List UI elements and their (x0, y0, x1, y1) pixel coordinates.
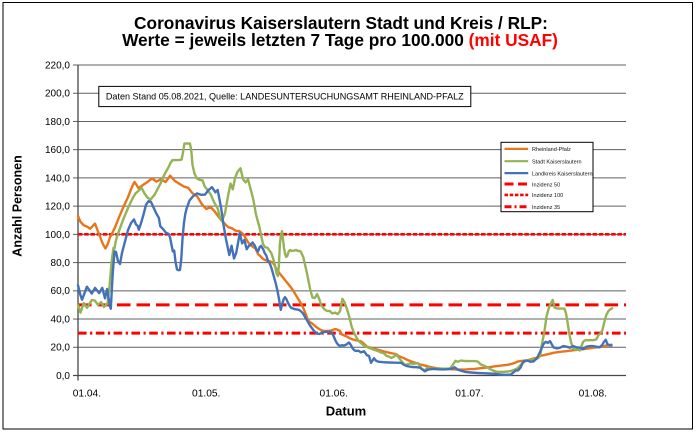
svg-text:Inzidenz 50: Inzidenz 50 (532, 182, 560, 188)
svg-text:220,0: 220,0 (45, 60, 70, 71)
svg-text:0,0: 0,0 (56, 371, 70, 382)
svg-text:20,0: 20,0 (51, 343, 71, 354)
svg-text:60,0: 60,0 (51, 286, 71, 297)
svg-text:Werte = jeweils letzten 7 Tage: Werte = jeweils letzten 7 Tage pro 100.0… (122, 30, 558, 50)
svg-text:80,0: 80,0 (51, 258, 71, 269)
svg-text:Coronavirus Kaiserslautern Sta: Coronavirus Kaiserslautern Stadt und Kre… (134, 13, 548, 33)
svg-text:Stadt Kaiserslautern: Stadt Kaiserslautern (532, 160, 582, 166)
svg-text:01.06.: 01.06. (320, 389, 348, 400)
svg-text:140,0: 140,0 (45, 173, 70, 184)
svg-text:Rheinland-Pfalz: Rheinland-Pfalz (532, 147, 571, 153)
svg-text:200,0: 200,0 (45, 89, 70, 100)
svg-text:Inzidenz 35: Inzidenz 35 (532, 205, 560, 211)
svg-text:01.04.: 01.04. (73, 389, 101, 400)
svg-text:Landkreis Kaiserslautern: Landkreis Kaiserslautern (532, 171, 593, 177)
svg-text:180,0: 180,0 (45, 117, 70, 128)
svg-text:Anzahl Personen: Anzahl Personen (11, 155, 25, 256)
svg-text:120,0: 120,0 (45, 202, 70, 213)
svg-text:160,0: 160,0 (45, 145, 70, 156)
svg-text:Daten Stand 05.08.2021, Quelle: Daten Stand 05.08.2021, Quelle: LANDESUN… (106, 91, 464, 101)
svg-text:40,0: 40,0 (51, 314, 71, 325)
svg-text:01.05.: 01.05. (192, 389, 220, 400)
svg-text:Inzidenz 100: Inzidenz 100 (532, 193, 563, 199)
svg-text:Datum: Datum (326, 403, 366, 418)
svg-text:100,0: 100,0 (45, 230, 70, 241)
svg-text:01.07.: 01.07. (455, 389, 483, 400)
svg-text:01.08.: 01.08. (579, 389, 607, 400)
